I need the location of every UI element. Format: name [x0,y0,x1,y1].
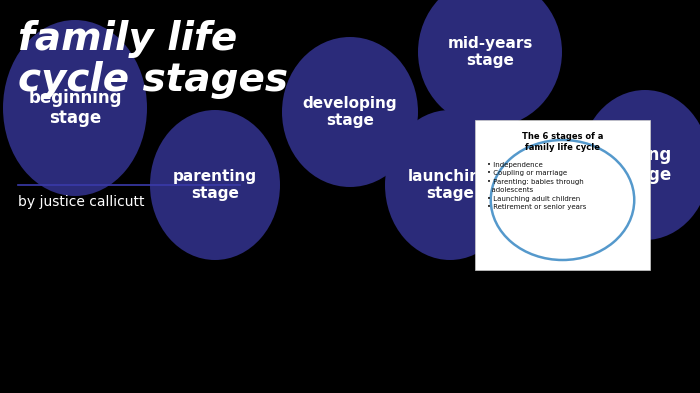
Ellipse shape [150,110,280,260]
Text: beginning
stage: beginning stage [28,88,122,127]
Text: by justice callicutt: by justice callicutt [18,195,144,209]
Text: • Independence
• Coupling or marriage
• Parenting: babies through
  adolescents
: • Independence • Coupling or marriage • … [487,162,587,211]
Text: developing
stage: developing stage [302,96,398,128]
Text: launching
stage: launching stage [408,169,492,201]
Ellipse shape [418,0,562,127]
Ellipse shape [385,110,515,260]
FancyBboxPatch shape [475,120,650,270]
Text: The 6 stages of a
family life cycle: The 6 stages of a family life cycle [522,132,603,152]
Text: aging
stage: aging stage [619,145,671,184]
Ellipse shape [282,37,418,187]
Text: mid-years
stage: mid-years stage [447,36,533,68]
Text: parenting
stage: parenting stage [173,169,257,201]
Ellipse shape [580,90,700,240]
Text: family life
cycle stages: family life cycle stages [18,20,288,99]
Ellipse shape [3,20,147,196]
